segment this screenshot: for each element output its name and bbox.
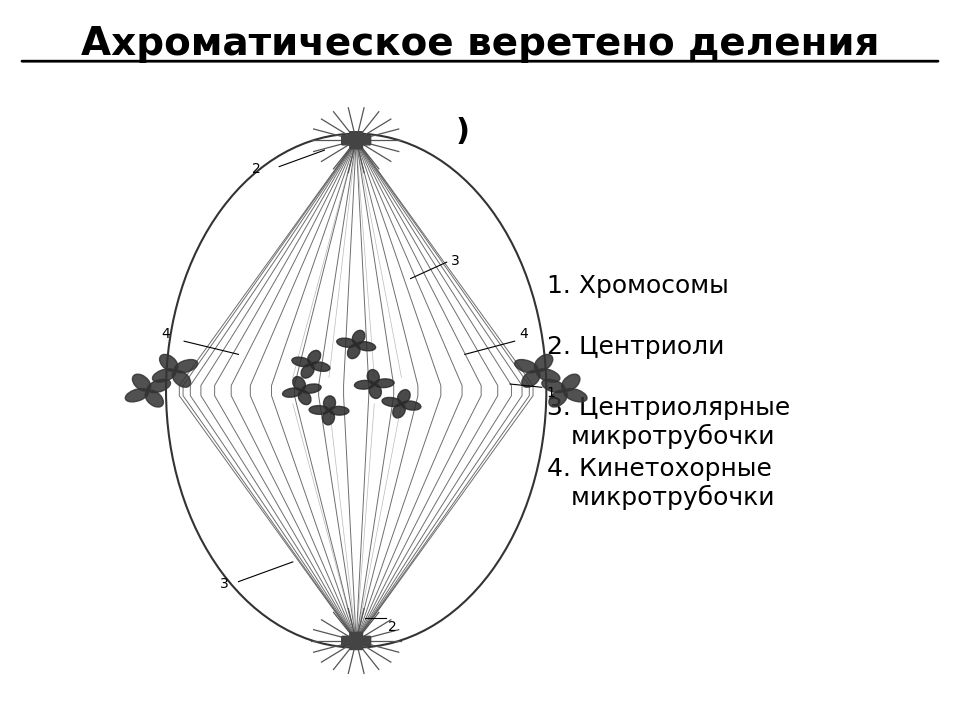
Text: Ахроматическое веретено деления: Ахроматическое веретено деления	[81, 25, 879, 63]
Text: 1. Хромосомы: 1. Хромосомы	[547, 274, 729, 297]
Ellipse shape	[367, 369, 379, 384]
Ellipse shape	[348, 344, 361, 359]
Ellipse shape	[145, 390, 163, 407]
Text: 4: 4	[161, 327, 170, 341]
Ellipse shape	[311, 359, 331, 368]
Text: 3. Центриолярные
   микротрубочки: 3. Центриолярные микротрубочки	[547, 396, 790, 449]
Ellipse shape	[126, 389, 149, 402]
Ellipse shape	[374, 379, 394, 387]
Ellipse shape	[336, 339, 356, 348]
Ellipse shape	[305, 364, 318, 379]
Ellipse shape	[291, 361, 311, 369]
Text: 3: 3	[221, 577, 229, 591]
Ellipse shape	[175, 359, 198, 373]
Ellipse shape	[172, 370, 190, 387]
Text: 4: 4	[519, 327, 528, 341]
Ellipse shape	[147, 379, 171, 392]
Text: 4. Кинетохорные
   микротрубочки: 4. Кинетохорные микротрубочки	[547, 457, 775, 510]
Ellipse shape	[395, 404, 406, 418]
Ellipse shape	[153, 369, 176, 382]
Ellipse shape	[310, 408, 329, 418]
Ellipse shape	[370, 384, 382, 398]
Text: 1: 1	[546, 386, 555, 400]
Ellipse shape	[537, 369, 560, 382]
Ellipse shape	[396, 390, 409, 404]
Ellipse shape	[564, 389, 587, 402]
Ellipse shape	[325, 410, 339, 424]
Ellipse shape	[354, 381, 374, 390]
Ellipse shape	[159, 354, 178, 372]
FancyBboxPatch shape	[342, 135, 371, 145]
Ellipse shape	[132, 374, 151, 391]
Ellipse shape	[295, 390, 307, 405]
Text: ): )	[456, 117, 469, 146]
Ellipse shape	[304, 350, 316, 364]
Text: 2. Центриоли: 2. Центриоли	[547, 335, 725, 359]
Ellipse shape	[382, 398, 401, 408]
FancyBboxPatch shape	[349, 132, 363, 149]
Ellipse shape	[301, 387, 322, 396]
Ellipse shape	[356, 341, 376, 350]
Ellipse shape	[297, 376, 309, 391]
Ellipse shape	[549, 390, 567, 407]
Ellipse shape	[562, 374, 580, 391]
Text: 2: 2	[388, 620, 396, 634]
Ellipse shape	[541, 379, 565, 392]
Ellipse shape	[515, 359, 538, 373]
FancyBboxPatch shape	[342, 636, 371, 646]
Text: 2: 2	[252, 162, 261, 176]
Ellipse shape	[522, 370, 540, 387]
Text: 3: 3	[451, 254, 460, 269]
Ellipse shape	[401, 400, 421, 409]
Ellipse shape	[329, 403, 348, 413]
Ellipse shape	[320, 397, 332, 410]
Ellipse shape	[282, 385, 301, 395]
Ellipse shape	[535, 354, 553, 372]
FancyBboxPatch shape	[349, 632, 363, 649]
Ellipse shape	[351, 330, 364, 344]
